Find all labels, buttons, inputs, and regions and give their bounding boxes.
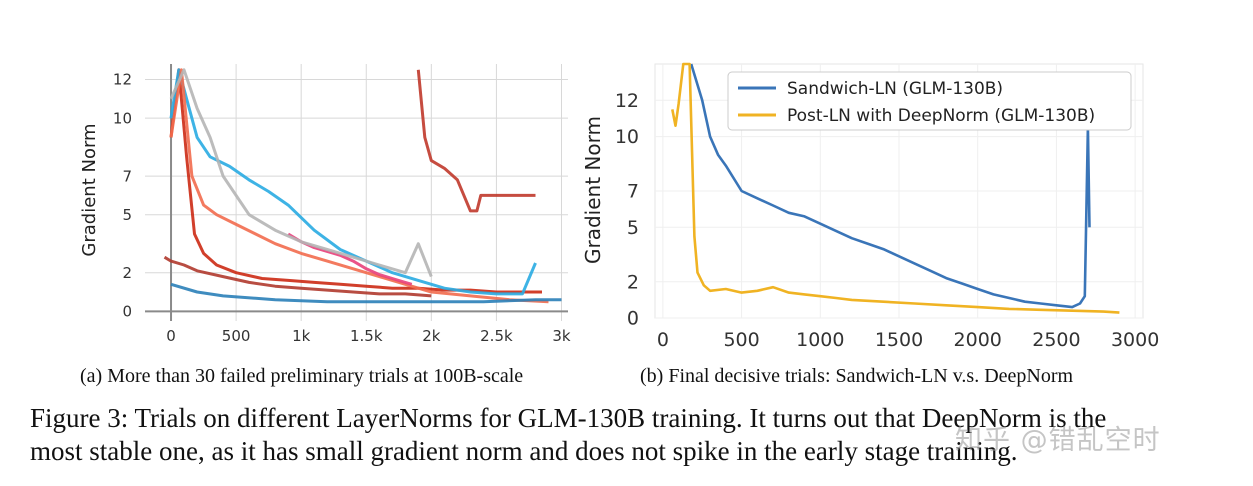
legend-label-deepnorm: Post-LN with DeepNorm (GLM-130B) (787, 106, 1095, 126)
chart-b-ticks: 0 2 5 7 10 12 0 500 1000 1500 2000 2500 3000 (615, 90, 1159, 351)
y-tick-label: 0 (122, 303, 132, 321)
series-line-post-ln-with-deepnorm-glm-130b (671, 62, 1120, 314)
x-tick-label: 3000 (1111, 329, 1159, 351)
y-tick-label: 5 (122, 206, 132, 224)
x-tick-label: 2000 (954, 329, 1002, 351)
y-tick-label: 2 (122, 264, 132, 282)
y-tick-label: 10 (113, 109, 132, 127)
x-tick-label: 1k (292, 327, 311, 345)
chart-a-ticks: 0 2 5 7 10 12 0 500 1k 1.5k 2k 2.5k 3k (113, 71, 571, 345)
chart-b-legend: Sandwich-LN (GLM-130B) Post-LN with Deep… (727, 71, 1132, 131)
x-tick-label: 0 (657, 329, 669, 351)
series-line-trial-blue-a (169, 68, 537, 296)
series-line-trial-gray-a (169, 68, 433, 278)
chart-b: 0 2 5 7 10 12 0 500 1000 1500 2000 2500 3000 Gradien… (581, 62, 1159, 387)
chart-a-series (163, 68, 562, 304)
y-tick-label: 0 (627, 308, 639, 330)
x-tick-label: 500 (222, 327, 251, 345)
series-line-trial-orange-a (169, 68, 549, 304)
y-tick-label: 2 (627, 271, 639, 293)
x-tick-label: 2500 (1032, 329, 1080, 351)
x-tick-label: 2.5k (480, 327, 513, 345)
chart-a: 0 2 5 7 10 12 0 500 1k 1.5k 2k 2.5k 3k Gradient Norm… (79, 64, 571, 387)
series-line-trial-red-a (169, 68, 542, 294)
y-tick-label: 5 (627, 217, 639, 239)
y-tick-label: 7 (122, 167, 132, 185)
chart-a-plot-area (145, 64, 568, 321)
chart-b-subcaption: (b) Final decisive trials: Sandwich-LN v… (640, 365, 1073, 387)
x-tick-label: 1500 (875, 329, 923, 351)
legend-label-sandwich-ln: Sandwich-LN (GLM-130B) (787, 79, 1003, 99)
watermark: 知乎 @错乱空时 (955, 425, 1161, 456)
chart-a-ylabel: Gradient Norm (79, 123, 100, 256)
y-tick-label: 12 (113, 71, 132, 89)
x-tick-label: 2k (422, 327, 441, 345)
chart-b-ylabel: Gradient Norm (581, 116, 605, 264)
series-line-sandwich-ln-glm-130b (689, 63, 1091, 309)
y-tick-label: 10 (615, 126, 639, 148)
x-tick-label: 0 (166, 327, 176, 345)
chart-b-series (671, 62, 1120, 314)
figure-caption-line-2: most stable one, as it has small gradien… (30, 436, 1018, 466)
series-line-trial-darkred-a (163, 255, 432, 298)
legend-frame (727, 71, 1132, 131)
x-tick-label: 3k (552, 327, 571, 345)
x-tick-label: 500 (723, 329, 759, 351)
x-tick-label: 1000 (796, 329, 844, 351)
y-tick-label: 12 (615, 90, 639, 112)
series-line-trial-red-b (416, 69, 536, 213)
figure-caption-line-1: Figure 3: Trials on different LayerNorms… (30, 403, 1107, 433)
series-line-trial-teal-a (170, 282, 562, 304)
figure-caption: Figure 3: Trials on different LayerNorms… (30, 402, 1230, 468)
x-tick-label: 1.5k (350, 327, 383, 345)
chart-a-subcaption: (a) More than 30 failed preliminary tria… (80, 365, 523, 387)
y-tick-label: 7 (627, 181, 639, 203)
